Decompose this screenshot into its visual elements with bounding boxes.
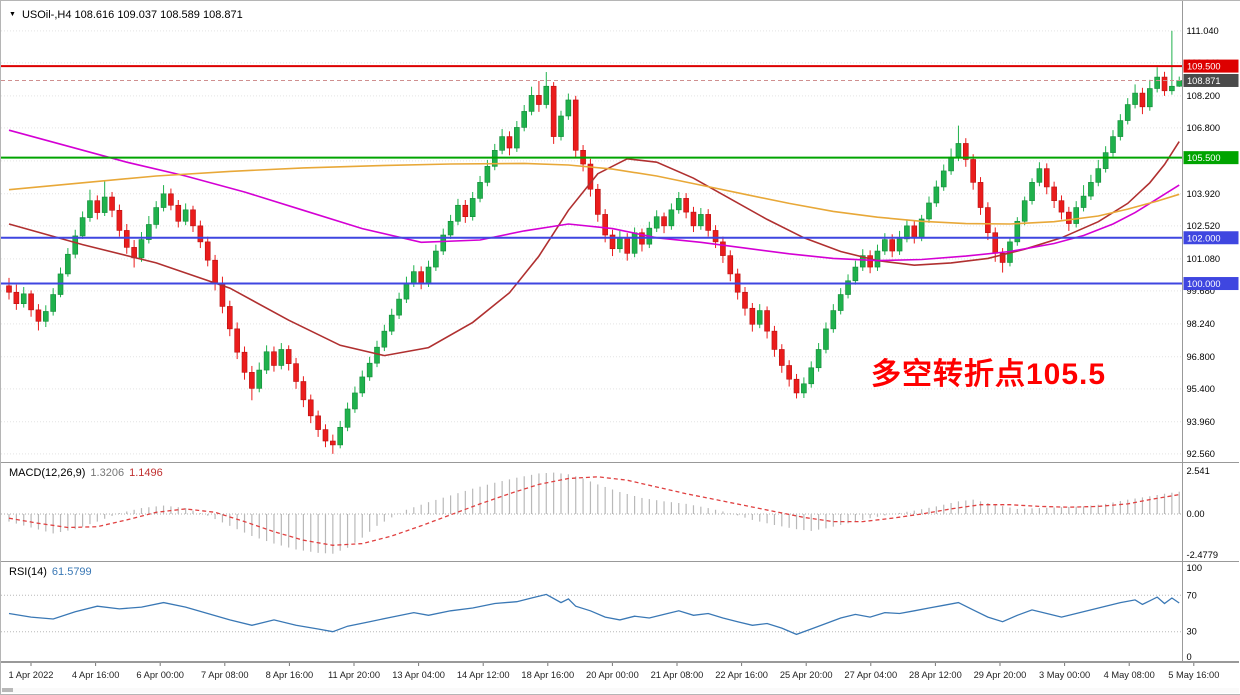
svg-text:70: 70 <box>1187 590 1197 600</box>
svg-text:29 Apr 20:00: 29 Apr 20:00 <box>974 670 1027 680</box>
svg-text:8 Apr 16:00: 8 Apr 16:00 <box>266 670 314 680</box>
svg-text:14 Apr 12:00: 14 Apr 12:00 <box>457 670 510 680</box>
time-axis-labels: 1 Apr 2022 4 Apr 16:00 6 Apr 00:00 7 Apr 08… <box>9 663 1219 680</box>
svg-text:98.240: 98.240 <box>1187 319 1215 329</box>
svg-text:105.500: 105.500 <box>1187 153 1221 163</box>
price-badge-100.000: 100.000 <box>1183 277 1239 291</box>
svg-text:100.000: 100.000 <box>1187 279 1221 289</box>
svg-text:3 May 00:00: 3 May 00:00 <box>1039 670 1090 680</box>
ma-line-slow-orange[interactable] <box>8 162 1180 225</box>
price-badge-105.500: 105.500 <box>1183 151 1239 165</box>
svg-text:111.040: 111.040 <box>1187 26 1219 36</box>
svg-text:18 Apr 16:00: 18 Apr 16:00 <box>521 670 574 680</box>
macd-label: MACD(12,26,9) 1.3206 1.1496 <box>9 467 168 479</box>
rsi-value: 61.5799 <box>51 566 92 578</box>
macd-panel[interactable]: 2.541 0.00 -2.4779 MACD(12,26,9) 1.3206 1.14… <box>1 463 1239 562</box>
svg-text:30: 30 <box>1187 627 1197 637</box>
svg-text:20 Apr 00:00: 20 Apr 00:00 <box>586 670 639 680</box>
svg-text:0: 0 <box>1187 652 1192 662</box>
svg-text:5 May 16:00: 5 May 16:00 <box>1168 670 1219 680</box>
svg-text:108.871: 108.871 <box>1187 76 1221 86</box>
svg-text:96.800: 96.800 <box>1187 352 1215 362</box>
svg-text:100: 100 <box>1187 563 1203 573</box>
svg-text:1 Apr 2022: 1 Apr 2022 <box>9 670 54 680</box>
svg-text:27 Apr 04:00: 27 Apr 04:00 <box>844 670 897 680</box>
svg-text:6 Apr 00:00: 6 Apr 00:00 <box>136 670 184 680</box>
symbol-dropdown-icon[interactable]: ▼ <box>9 11 16 18</box>
svg-text:-2.4779: -2.4779 <box>1187 550 1219 560</box>
svg-text:22 Apr 16:00: 22 Apr 16:00 <box>715 670 768 680</box>
svg-text:4 Apr 16:00: 4 Apr 16:00 <box>72 670 120 680</box>
symbol-ohlc-title: USOil-,H4 108.616 109.037 108.589 108.87… <box>21 9 243 21</box>
bid-price-badge: 108.871 <box>1183 73 1239 87</box>
ma-line-mid-magenta[interactable] <box>8 129 1180 262</box>
rsi-canvas[interactable]: 100 70 30 0 <box>1 562 1239 662</box>
svg-text:92.560: 92.560 <box>1187 449 1215 459</box>
svg-text:102.520: 102.520 <box>1187 221 1221 231</box>
price-badge-102.000: 102.000 <box>1183 231 1239 245</box>
svg-text:108.200: 108.200 <box>1187 91 1221 101</box>
macd-canvas[interactable]: 2.541 0.00 -2.4779 <box>1 463 1239 562</box>
rsi-line <box>8 593 1180 636</box>
svg-text:102.000: 102.000 <box>1187 233 1221 243</box>
svg-text:28 Apr 12:00: 28 Apr 12:00 <box>909 670 962 680</box>
horizontal-scrollbar[interactable] <box>1 688 1239 693</box>
svg-text:103.920: 103.920 <box>1187 189 1221 199</box>
svg-text:93.960: 93.960 <box>1187 417 1215 427</box>
rsi-label: RSI(14) 61.5799 <box>9 566 97 578</box>
chart-title-bar: ▼ USOil-,H4 108.616 109.037 108.589 108.8… <box>9 9 243 21</box>
svg-text:95.400: 95.400 <box>1187 384 1215 394</box>
rsi-name: RSI(14) <box>9 566 47 578</box>
svg-text:4 May 08:00: 4 May 08:00 <box>1104 670 1155 680</box>
price-chart-canvas[interactable]: 111.040109.640108.200106.800105.360103.9… <box>1 1 1239 463</box>
svg-text:0.00: 0.00 <box>1187 509 1205 519</box>
macd-main-value: 1.3206 <box>90 467 125 479</box>
svg-text:25 Apr 20:00: 25 Apr 20:00 <box>780 670 833 680</box>
svg-text:7 Apr 08:00: 7 Apr 08:00 <box>201 670 249 680</box>
macd-name: MACD(12,26,9) <box>9 467 86 479</box>
svg-text:21 Apr 08:00: 21 Apr 08:00 <box>651 670 704 680</box>
candles-layer[interactable] <box>6 30 1183 454</box>
annotation-text[interactable]: 多空转折点105.5 <box>871 358 1107 391</box>
time-axis-canvas[interactable]: 1 Apr 2022 4 Apr 16:00 6 Apr 00:00 7 Apr 08… <box>1 663 1239 688</box>
macd-signal-value: 1.1496 <box>129 467 163 479</box>
rsi-panel[interactable]: 100 70 30 0 RSI(14) 61.5799 <box>1 562 1239 662</box>
main-chart-panel[interactable]: 111.040109.640108.200106.800105.360103.9… <box>1 1 1239 463</box>
svg-text:106.800: 106.800 <box>1187 123 1221 133</box>
svg-text:11 Apr 20:00: 11 Apr 20:00 <box>328 670 380 680</box>
macd-signal-line <box>8 476 1180 546</box>
time-axis-bar[interactable]: 1 Apr 2022 4 Apr 16:00 6 Apr 00:00 7 Apr 08… <box>1 662 1239 689</box>
svg-text:13 Apr 04:00: 13 Apr 04:00 <box>392 670 445 680</box>
macd-histogram <box>8 472 1180 554</box>
price-badge-109.500: 109.500 <box>1183 59 1239 73</box>
svg-text:101.080: 101.080 <box>1187 254 1221 264</box>
svg-text:109.500: 109.500 <box>1187 62 1221 72</box>
svg-text:99.680: 99.680 <box>1187 286 1215 296</box>
svg-text:2.541: 2.541 <box>1187 466 1210 476</box>
scrollbar-thumb[interactable] <box>2 688 13 692</box>
